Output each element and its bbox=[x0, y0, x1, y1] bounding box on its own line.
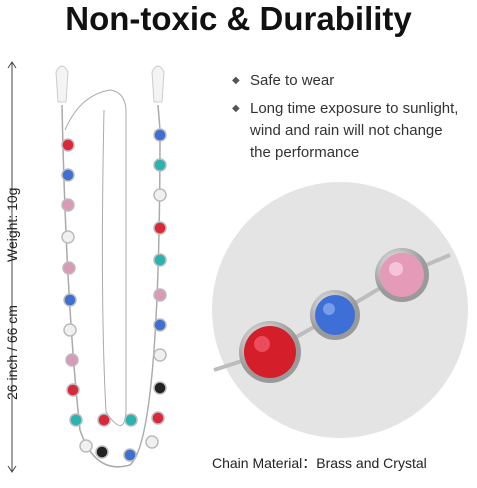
dimension-arrow bbox=[7, 61, 17, 473]
title: Non-toxic & Durability bbox=[65, 0, 412, 37]
feature: Long time exposure to sunlight, wind and… bbox=[232, 98, 460, 164]
beads bbox=[61, 128, 167, 462]
chain bbox=[61, 89, 161, 468]
ear-loops bbox=[55, 65, 165, 103]
length-label: 26 inch / 66 cm bbox=[4, 305, 20, 400]
feature: Safe to wear bbox=[232, 70, 460, 92]
caption: Chain Material：Brass and Crystal bbox=[212, 455, 427, 471]
zoom-detail bbox=[213, 248, 451, 383]
weight-label: Weight: 10g bbox=[4, 187, 20, 262]
